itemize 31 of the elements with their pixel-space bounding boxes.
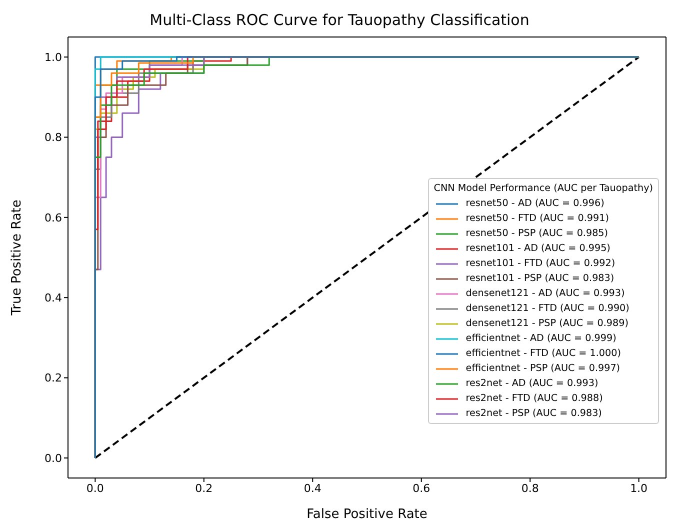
x-tick-label: 1.0: [630, 482, 648, 495]
legend-label: res2net - AD (AUC = 0.993): [466, 377, 598, 391]
y-tick-label: 0.0: [44, 452, 62, 465]
legend-title: CNN Model Performance (AUC per Tauopathy): [434, 182, 653, 196]
x-axis-title: False Positive Rate: [306, 507, 428, 522]
legend-label: res2net - FTD (AUC = 0.988): [466, 392, 603, 406]
x-tick-label: 0.0: [86, 482, 104, 495]
x-tick-label: 0.8: [521, 482, 539, 495]
chart-title: Multi-Class ROC Curve for Tauopathy Classification: [148, 10, 530, 31]
legend-label: densenet121 - PSP (AUC = 0.989): [466, 317, 628, 331]
legend-label: resnet101 - PSP (AUC = 0.983): [466, 272, 614, 286]
legend-label: resnet50 - AD (AUC = 0.996): [466, 197, 604, 211]
y-tick-label: 0.2: [44, 372, 62, 385]
legend-label: densenet121 - FTD (AUC = 0.990): [466, 302, 630, 316]
y-tick-label: 0.8: [44, 131, 62, 144]
legend-label: resnet101 - FTD (AUC = 0.992): [466, 257, 616, 271]
legend-label: efficientnet - AD (AUC = 0.999): [466, 332, 616, 346]
legend-label: res2net - PSP (AUC = 0.983): [466, 407, 602, 421]
legend-label: efficientnet - PSP (AUC = 0.997): [466, 362, 620, 376]
legend-label: efficientnet - FTD (AUC = 1.000): [466, 347, 621, 361]
x-tick-label: 0.2: [195, 482, 213, 495]
x-tick-label: 0.4: [304, 482, 322, 495]
legend-label: resnet101 - AD (AUC = 0.995): [466, 242, 610, 256]
y-tick-label: 1.0: [44, 50, 62, 64]
y-axis-title: True Positive Rate: [10, 200, 25, 316]
y-tick-label: 0.4: [44, 291, 62, 304]
legend-label: densenet121 - AD (AUC = 0.993): [466, 287, 625, 301]
y-tick-label: 0.6: [44, 211, 62, 224]
legend-label: resnet50 - PSP (AUC = 0.985): [466, 227, 608, 241]
x-tick-label: 0.6: [412, 482, 430, 495]
legend-label: resnet50 - FTD (AUC = 0.991): [466, 212, 609, 226]
